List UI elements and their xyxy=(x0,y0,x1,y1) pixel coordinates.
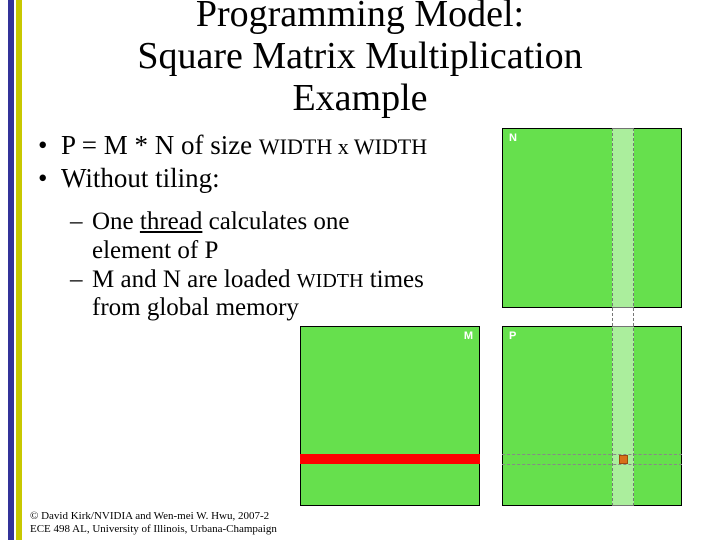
title-line-3: Example xyxy=(0,78,720,120)
matrix-diagram: N M P WIDTH WIDTH WIDTH WIDTH xyxy=(300,128,720,528)
matrix-m-label: M xyxy=(464,330,473,342)
row-band-m xyxy=(300,454,480,464)
matrix-m: M xyxy=(300,326,480,506)
footer-line-1: © David Kirk/NVIDIA and Wen-mei W. Hwu, … xyxy=(30,510,277,523)
matrix-n: N xyxy=(502,128,682,308)
column-band xyxy=(612,128,634,506)
title-line-1: Programming Model: xyxy=(0,0,720,36)
row-dash-bottom xyxy=(502,464,682,465)
dash-icon: – xyxy=(70,208,92,266)
slide-title: Programming Model: Square Matrix Multipl… xyxy=(0,0,720,119)
width-label-m-bottom: WIDTH xyxy=(372,512,404,522)
sub-bullet-1-underline: thread xyxy=(140,208,202,235)
title-line-2: Square Matrix Multiplication xyxy=(0,36,720,78)
footer-credits: © David Kirk/NVIDIA and Wen-mei W. Hwu, … xyxy=(30,510,277,536)
width-label-n-right: WIDTH xyxy=(686,198,696,230)
width-label-p-right: WIDTH xyxy=(686,396,696,428)
row-dash-top xyxy=(502,454,682,455)
result-element-dot xyxy=(619,455,628,464)
matrix-p-label: P xyxy=(509,330,516,342)
bullet-1-text: P = M * N of size xyxy=(61,130,259,160)
bullet-2-text: Without tiling: xyxy=(61,163,220,193)
width-label-p-bottom: WIDTH xyxy=(574,512,606,522)
matrix-p: P xyxy=(502,326,682,506)
matrix-n-label: N xyxy=(509,132,517,144)
dash-icon: – xyxy=(70,266,92,324)
footer-line-2: ECE 498 AL, University of Illinois, Urba… xyxy=(30,523,277,536)
